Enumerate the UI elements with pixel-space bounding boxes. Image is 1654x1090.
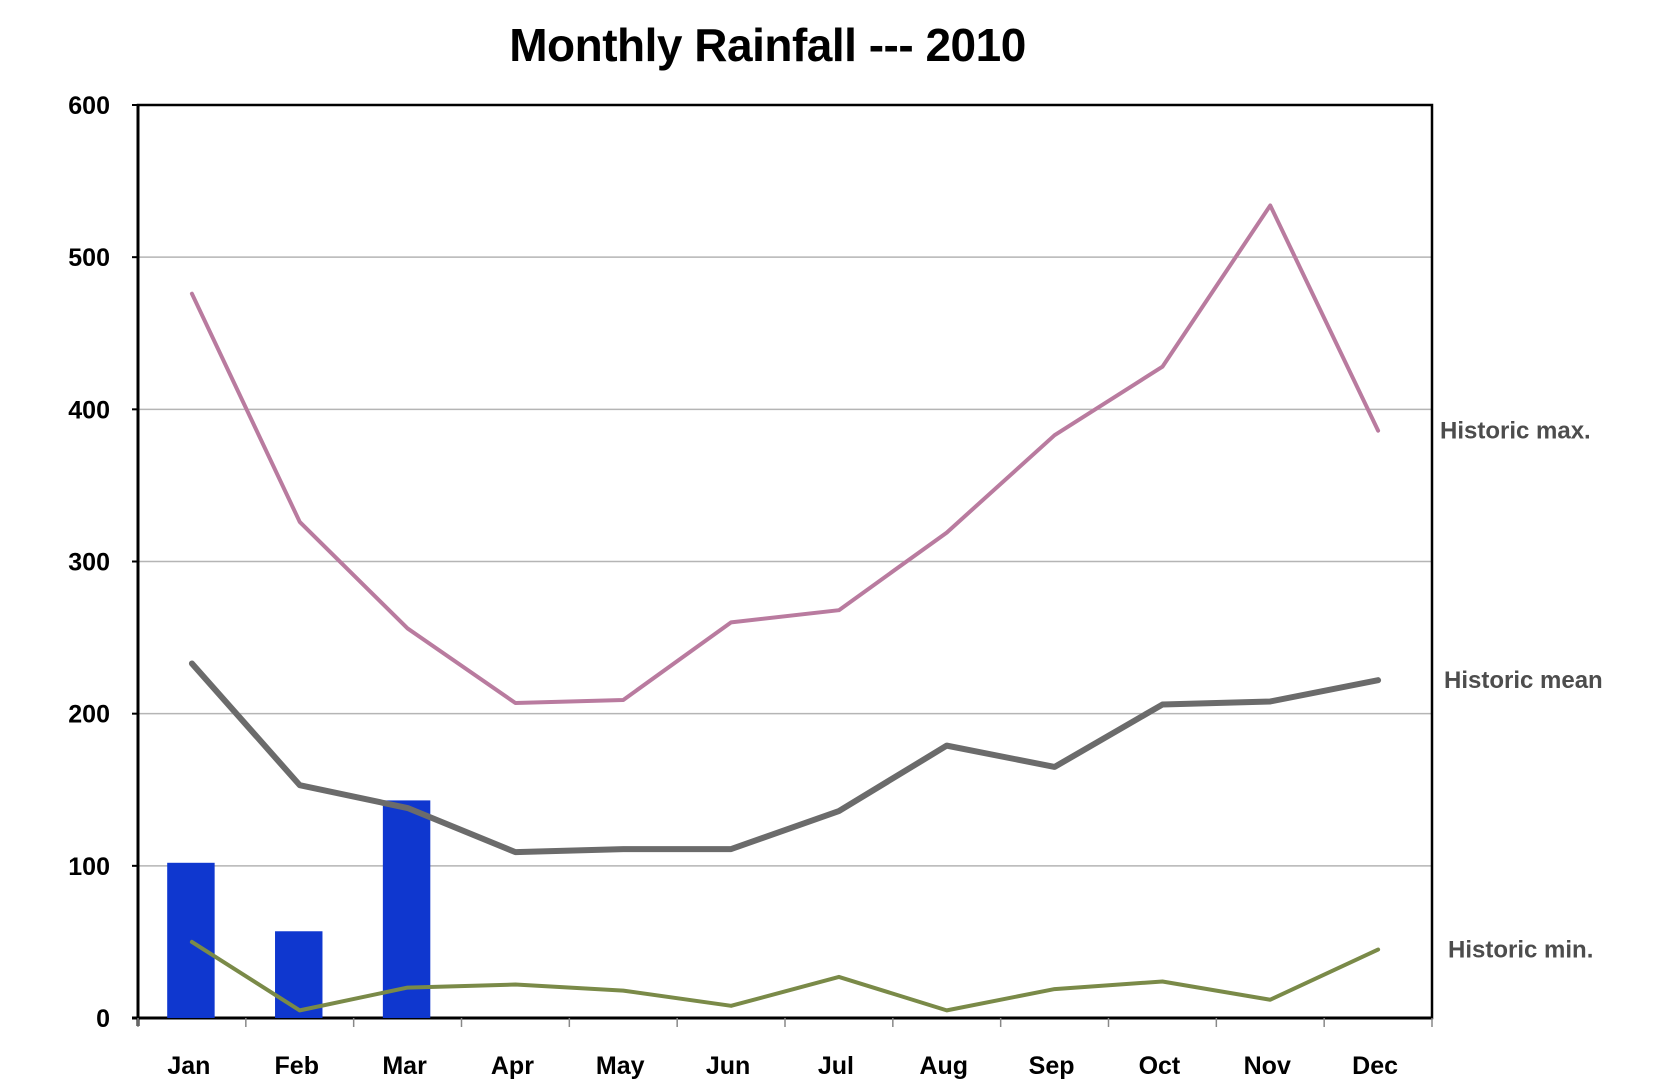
x-tick-label: Sep xyxy=(1029,1052,1075,1080)
series-label-historic-mean: Historic mean xyxy=(1444,667,1603,694)
x-tick-label: Feb xyxy=(275,1052,319,1080)
y-tick-label: 200 xyxy=(68,701,110,729)
x-tick-label: Dec xyxy=(1352,1052,1398,1080)
series-line-historic-mean xyxy=(188,660,1382,856)
y-tick-label: 0 xyxy=(96,1005,110,1033)
series-label-historic-max: Historic max. xyxy=(1440,418,1591,445)
bar-mar xyxy=(382,800,431,1018)
series-line-historic-min xyxy=(189,939,1381,1013)
series-line-historic-max xyxy=(189,203,1381,706)
y-tick-label: 300 xyxy=(68,549,110,577)
y-tick-label: 500 xyxy=(68,244,110,272)
x-tick-label: Jun xyxy=(706,1052,750,1080)
series-label-historic-min: Historic min. xyxy=(1448,937,1593,964)
chart-title: Monthly Rainfall --- 2010 xyxy=(509,19,1026,71)
y-tick-label: 100 xyxy=(68,853,110,881)
x-tick-label: Jan xyxy=(167,1052,210,1080)
x-tick-label: Aug xyxy=(919,1052,968,1080)
x-tick-label: Oct xyxy=(1139,1052,1181,1080)
x-tick-label: Mar xyxy=(382,1052,427,1080)
x-tick-label: May xyxy=(596,1052,645,1080)
x-tick-label: Jul xyxy=(818,1052,854,1080)
y-tick-label: 600 xyxy=(68,92,110,120)
bar-feb xyxy=(275,931,323,1018)
y-tick-label: 400 xyxy=(68,396,110,424)
x-tick-label: Nov xyxy=(1244,1052,1291,1080)
x-tick-label: Apr xyxy=(491,1052,534,1080)
